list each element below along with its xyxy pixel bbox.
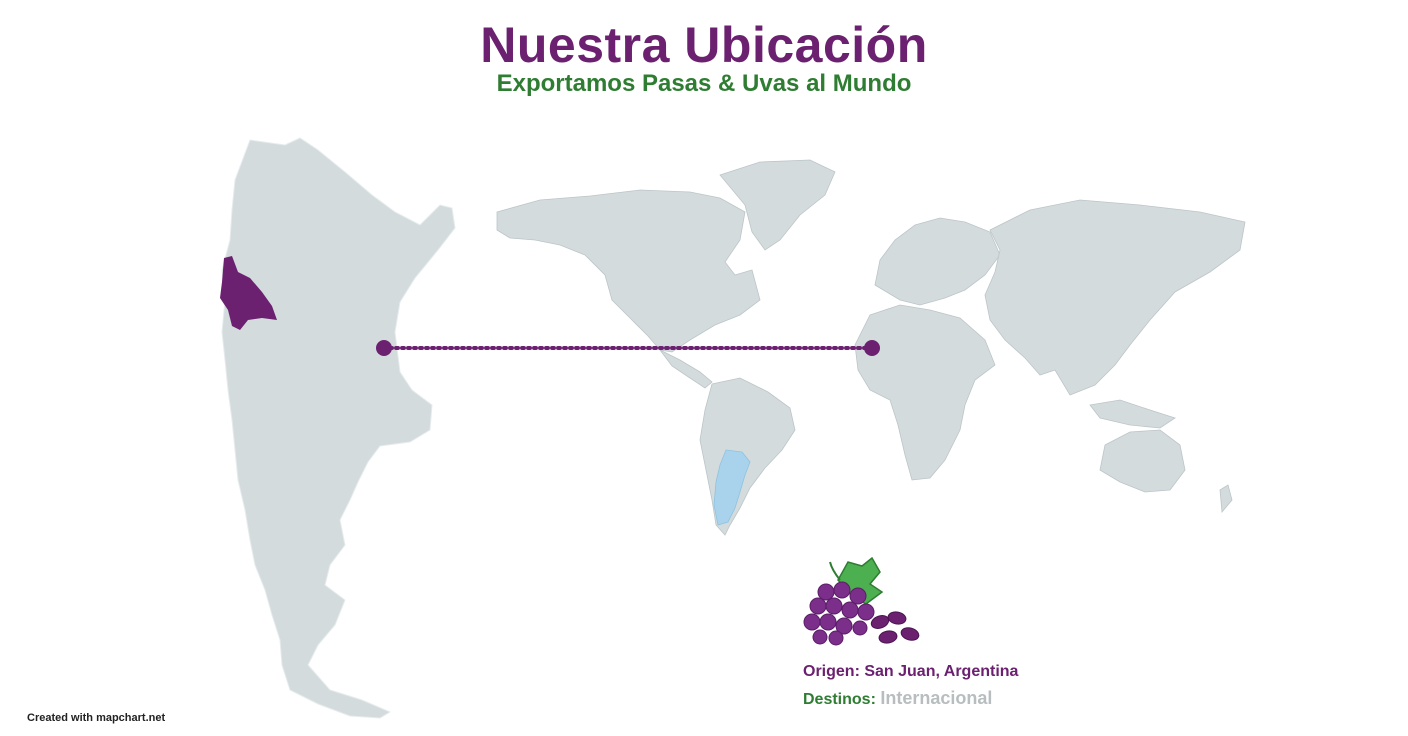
new-zealand-shape (1219, 484, 1233, 513)
san-juan-region (220, 256, 277, 330)
origin-label: Origen: San Juan, Argentina (803, 663, 1019, 680)
north-america-shape (496, 189, 761, 353)
australia-shape (1099, 429, 1186, 493)
argentina-small-highlight (713, 449, 751, 526)
page-subtitle: Exportamos Pasas & Uvas al Mundo (496, 70, 912, 97)
destination-marker (864, 340, 880, 356)
central-america-shape (659, 349, 713, 389)
destinations-value: Internacional (880, 688, 993, 708)
greenland-shape (719, 159, 836, 251)
south-america-shape (699, 377, 796, 536)
destinations-label: Destinos: (803, 691, 876, 708)
grapes-icon (803, 556, 920, 646)
southeast-asia-islands-shape (1089, 399, 1176, 429)
origin-marker (376, 340, 392, 356)
world-map (496, 159, 1246, 536)
asia-shape (984, 199, 1246, 396)
destinations-row: Destinos: Internacional (803, 685, 1018, 713)
argentina-large-map (221, 137, 456, 719)
europe-shape (874, 217, 1001, 306)
map-legend: Origen: San Juan, Argentina Destinos: In… (803, 658, 1018, 713)
africa-shape (854, 304, 996, 481)
mapchart-credit: Created with mapchart.net (27, 712, 166, 724)
page-title: Nuestra Ubicación (480, 17, 928, 73)
